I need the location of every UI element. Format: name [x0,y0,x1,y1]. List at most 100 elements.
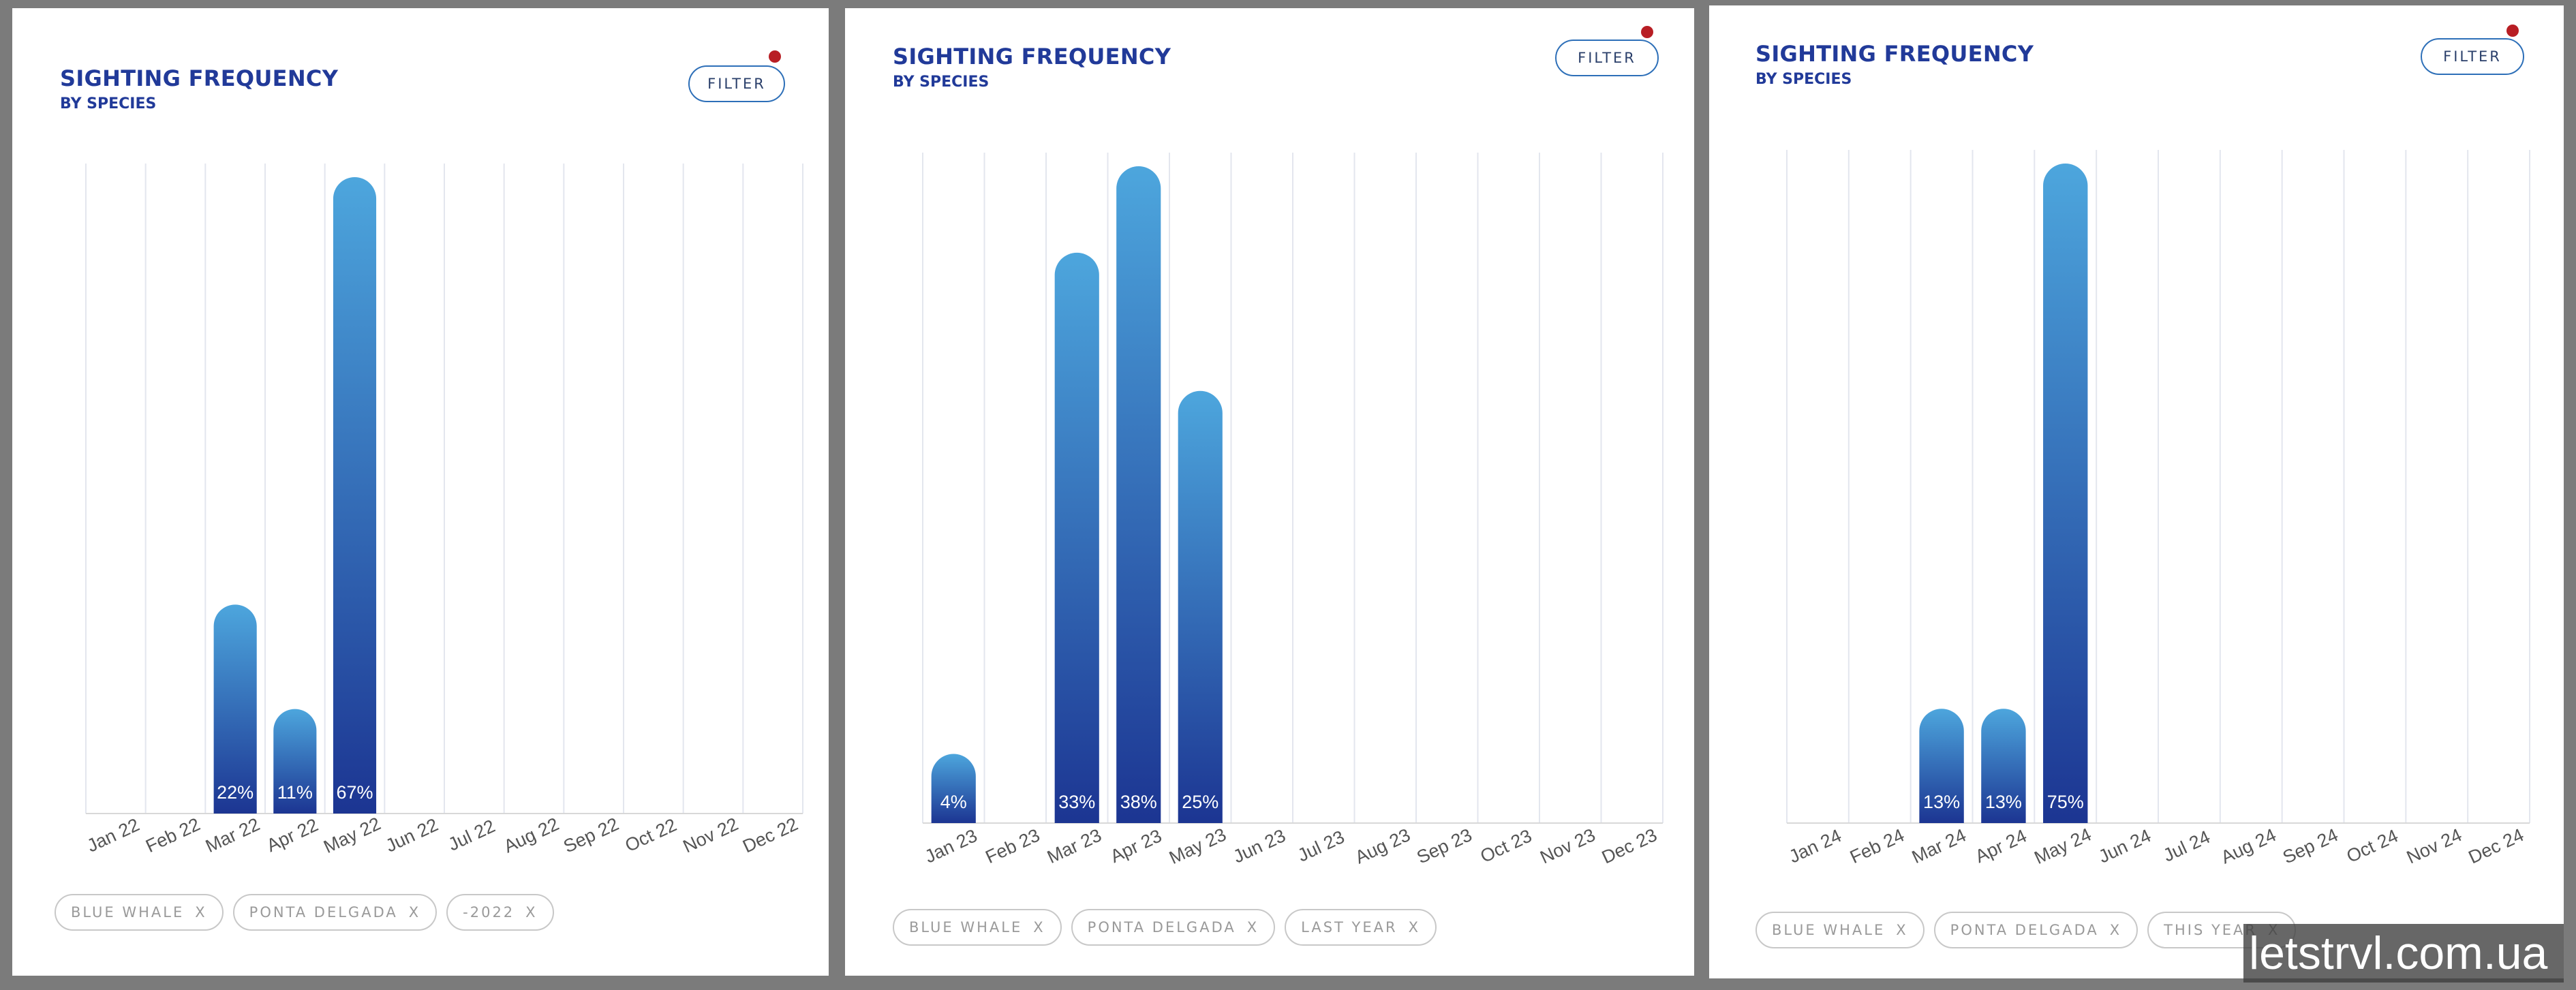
filter-chip-species[interactable]: BLUE WHALE X [893,909,1062,946]
x-tick-label: Apr 24 [1972,825,2030,867]
x-tick-label: May 24 [2031,824,2094,869]
x-tick-label: Nov 23 [1537,824,1598,867]
remove-chip-icon[interactable]: X [1033,919,1045,935]
x-tick-label: Oct 23 [1477,825,1535,867]
filter-chips: BLUE WHALE X PONTA DELGADA X LAST YEAR X [893,909,1437,946]
bar-chart: 4% Jan 23 Feb 23 33% Mar 23 38% Apr 23 25% May 2… [921,153,1663,869]
bar-data-label: 67% [336,782,373,803]
x-tick-label: Aug 23 [1352,824,1413,867]
x-tick-label: Aug 24 [2218,824,2279,867]
bar-data-label: 33% [1058,792,1095,812]
x-tick-label: Jun 22 [382,814,441,856]
bar-mar-24[interactable] [1919,709,1964,823]
x-tick-label: Sep 24 [2280,824,2341,867]
chip-label: PONTA DELGADA [249,904,398,921]
chart-title: SIGHTING FREQUENCY [1755,41,2034,67]
bar-data-label: 22% [217,782,254,803]
chart-title: SIGHTING FREQUENCY [893,44,1171,69]
filter-button[interactable]: FILTER [1555,40,1659,76]
x-tick-label: Sep 22 [560,814,622,856]
x-tick-label: Mar 23 [1044,824,1105,867]
x-tick-label: Oct 24 [2344,825,2402,867]
chart-panel-2023: SIGHTING FREQUENCY BY SPECIES FILTER 4% J… [845,8,1694,976]
chart-subtitle: BY SPECIES [893,74,990,91]
filter-chip-species[interactable]: BLUE WHALE X [55,894,224,931]
x-tick-label: Jan 24 [1786,825,1845,867]
x-tick-label: Sep 23 [1413,824,1475,867]
filter-chip-location[interactable]: PONTA DELGADA X [1933,912,2138,948]
bar-jan-23[interactable] [931,754,976,823]
bar-may-24[interactable] [2043,164,2088,824]
x-tick-label: Nov 22 [680,814,741,856]
remove-chip-icon[interactable]: X [525,904,538,921]
chip-label: LAST YEAR [1301,919,1398,935]
remove-chip-icon[interactable]: X [1246,919,1259,935]
x-tick-label: Jul 23 [1294,826,1347,866]
bar-may-22[interactable] [333,177,377,814]
chip-label: PONTA DELGADA [1087,919,1236,935]
x-tick-label: Apr 23 [1107,825,1165,867]
bar-mar-22[interactable] [213,604,257,814]
remove-chip-icon[interactable]: X [195,904,207,921]
chip-label: PONTA DELGADA [1950,922,2099,938]
chip-label: BLUE WHALE [909,919,1023,935]
x-tick-label: Jan 23 [921,825,980,867]
filter-button[interactable]: FILTER [688,65,785,102]
x-tick-label: Aug 22 [501,814,562,856]
filter-chip-period[interactable]: LAST YEAR X [1285,909,1437,946]
x-tick-label: Jan 22 [84,814,142,856]
bar-data-label: 13% [1985,792,2022,812]
x-tick-label: Jun 24 [2096,825,2154,867]
x-tick-label: Oct 22 [622,814,680,856]
x-tick-label: Dec 22 [739,814,801,856]
filter-chip-period[interactable]: -2022 X [446,894,554,931]
chip-label: BLUE WHALE [1772,922,1886,938]
x-tick-label: May 22 [320,814,384,858]
bar-data-label: 25% [1182,792,1218,812]
remove-chip-icon[interactable]: X [1896,922,1908,938]
x-tick-label: Feb 24 [1847,824,1907,867]
bar-may-23[interactable] [1178,390,1223,823]
x-tick-label: May 23 [1166,824,1229,869]
bar-data-label: 38% [1120,792,1157,812]
bar-apr-22[interactable] [273,709,317,814]
x-tick-label: Dec 24 [2466,824,2527,867]
x-tick-label: Mar 22 [202,814,263,856]
chart-subtitle: BY SPECIES [60,95,157,112]
bar-data-label: 11% [277,782,313,803]
x-tick-label: Apr 22 [264,814,322,856]
watermark-text: letstrvl.com.ua [2243,924,2564,983]
filter-chip-location[interactable]: PONTA DELGADA X [1071,909,1276,946]
chart-title: SIGHTING FREQUENCY [60,65,339,91]
chart-subtitle: BY SPECIES [1755,71,1852,88]
bar-data-label: 13% [1923,792,1960,812]
bar-apr-23[interactable] [1116,166,1161,823]
bar-mar-23[interactable] [1054,252,1099,824]
x-tick-label: Feb 22 [142,814,203,856]
x-tick-label: Mar 24 [1909,824,1969,867]
chip-label: THIS YEAR [2164,922,2258,938]
bar-data-label: 4% [940,792,967,812]
x-tick-label: Dec 23 [1599,824,1660,867]
x-tick-label: Nov 24 [2404,824,2465,867]
chart-panel-2022: SIGHTING FREQUENCY BY SPECIES FILTER Jan… [12,8,829,976]
x-tick-label: Feb 23 [983,824,1043,867]
remove-chip-icon[interactable]: X [1408,919,1420,935]
bar-data-label: 75% [2047,792,2084,812]
chart-panel-2024: SIGHTING FREQUENCY BY SPECIES FILTER Jan… [1709,5,2564,978]
x-tick-label: Jul 22 [445,816,498,855]
remove-chip-icon[interactable]: X [2109,922,2122,938]
x-tick-label: Jun 23 [1230,825,1289,867]
chip-label: -2022 [463,904,515,921]
x-tick-label: Jul 24 [2160,826,2213,866]
remove-chip-icon[interactable]: X [408,904,421,921]
filter-chip-species[interactable]: BLUE WHALE X [1755,912,1925,948]
filter-chip-location[interactable]: PONTA DELGADA X [232,894,438,931]
filter-active-dot-icon [1641,26,1653,38]
bar-apr-24[interactable] [1981,709,2026,823]
filter-button[interactable]: FILTER [2421,38,2524,75]
